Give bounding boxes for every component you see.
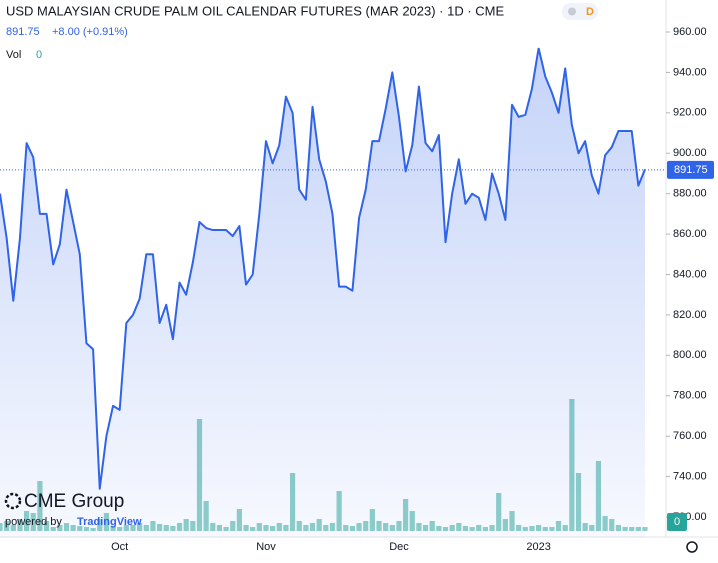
y-tick-label: 900.00 xyxy=(673,147,707,159)
logo: CME Group xyxy=(24,491,124,512)
last-price-bg xyxy=(667,160,714,179)
logo-icon xyxy=(4,492,22,510)
badge-dot xyxy=(568,7,576,16)
change: +8.00 (+0.91%) xyxy=(52,26,128,38)
y-tick-label: 800.00 xyxy=(673,349,707,361)
y-tick-label: 760.00 xyxy=(673,430,707,442)
badge-bg xyxy=(562,3,598,20)
y-tick-label: 940.00 xyxy=(673,66,707,78)
legend-bg xyxy=(0,0,600,48)
powered: powered by xyxy=(5,516,62,528)
y-tick-label: 860.00 xyxy=(673,228,707,240)
volume-badge: 0 xyxy=(674,516,680,528)
volume-value: 0 xyxy=(36,49,42,61)
price-line xyxy=(0,47,646,490)
y-tick-label: 820.00 xyxy=(673,309,707,321)
price-area xyxy=(0,48,645,538)
y-tick-label: 840.00 xyxy=(673,268,707,280)
volume-label: Vol xyxy=(6,49,21,61)
settings-icon[interactable] xyxy=(686,541,698,553)
badge[interactable]: D xyxy=(586,6,594,18)
title: USD MALAYSIAN CRUDE PALM OIL CALENDAR FU… xyxy=(6,3,505,18)
y-tick-label: 920.00 xyxy=(673,107,707,119)
y-tick-label: 740.00 xyxy=(673,470,707,482)
x-tick-label: Dec xyxy=(389,541,409,553)
x-tick-label: 2023 xyxy=(526,541,550,553)
x-tick-label: Oct xyxy=(111,541,128,553)
y-tick-label: 880.00 xyxy=(673,188,707,200)
last-price-label: 891.75 xyxy=(674,164,708,176)
y-tick-label: 780.00 xyxy=(673,390,707,402)
y-tick-label: 960.00 xyxy=(673,26,707,38)
price: 891.75 xyxy=(6,26,40,38)
volume-badge-bg xyxy=(667,513,687,531)
x-tick-label: Nov xyxy=(256,541,276,553)
powered-brand: TradingView xyxy=(77,516,142,528)
